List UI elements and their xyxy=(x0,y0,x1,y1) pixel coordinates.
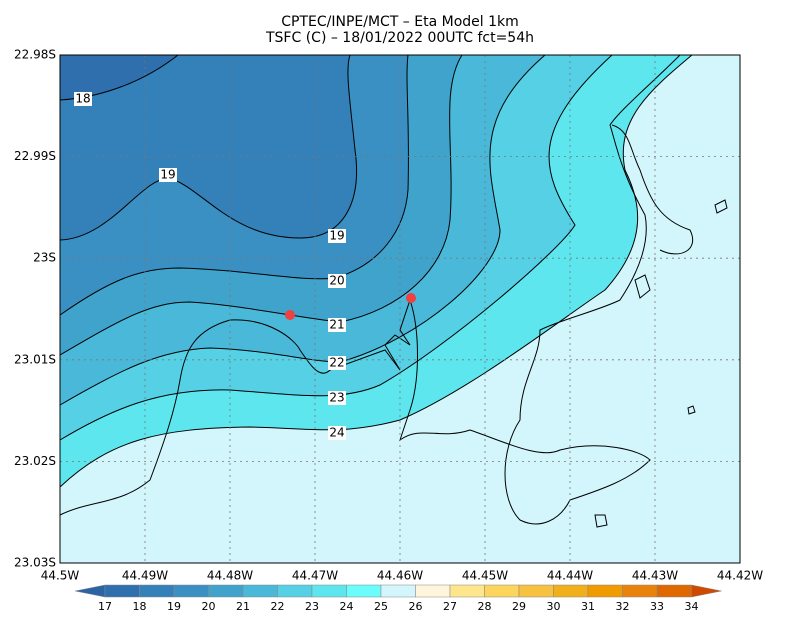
x-tick-label: 44.46W xyxy=(377,569,423,583)
contour-label: 19 xyxy=(329,229,344,243)
station-marker xyxy=(406,293,416,303)
contour-label: 21 xyxy=(329,318,344,332)
colorbar-swatch xyxy=(656,584,692,598)
colorbar-label: 28 xyxy=(478,600,492,613)
contour-label-bg xyxy=(328,274,346,288)
y-tick-label: 23.02S xyxy=(14,454,56,468)
title-line-1: CPTEC/INPE/MCT – Eta Model 1km xyxy=(281,14,519,30)
contour-label-bg xyxy=(328,229,346,243)
x-tick-label: 44.47W xyxy=(292,569,338,583)
contour-line xyxy=(59,54,546,406)
y-tick-label: 23.03S xyxy=(14,556,56,570)
contour-line xyxy=(59,54,693,488)
station-marker xyxy=(285,310,295,320)
contour-line xyxy=(59,54,179,101)
contour-label: 24 xyxy=(329,426,344,440)
contour-label: 23 xyxy=(329,391,344,405)
colorbar-label: 32 xyxy=(616,600,630,613)
colorbar-label: 30 xyxy=(547,600,561,613)
contour-label-bg xyxy=(328,356,346,370)
y-tick-label: 22.98S xyxy=(14,48,56,62)
colorbar-swatch xyxy=(415,584,451,598)
x-tick-label: 44.42W xyxy=(717,569,763,583)
colorbar-high xyxy=(691,584,722,598)
x-tick-label: 44.48W xyxy=(207,569,253,583)
x-tick-label: 44.45W xyxy=(462,569,508,583)
colorbar-label: 21 xyxy=(236,600,250,613)
y-tick-label: 22.99S xyxy=(14,149,56,163)
contour-label-bg xyxy=(328,426,346,440)
map-frame xyxy=(59,54,741,564)
colorbar-label: 18 xyxy=(133,600,147,613)
x-tick-label: 44.44W xyxy=(547,569,593,583)
colorbar-label: 23 xyxy=(305,600,319,613)
contour-label-bg xyxy=(328,391,346,405)
colorbar-swatch xyxy=(346,584,382,598)
colorbar-label: 34 xyxy=(685,600,699,613)
colorbar-swatch xyxy=(139,584,175,598)
colorbar-swatch xyxy=(311,584,347,598)
contour-label: 22 xyxy=(329,356,344,370)
colorbar-label: 26 xyxy=(409,600,423,613)
colorbar-label: 22 xyxy=(271,600,285,613)
colorbar-swatch xyxy=(553,584,589,598)
contour-line xyxy=(59,54,357,241)
x-tick-label: 44.49W xyxy=(122,569,168,583)
colorbar-swatch xyxy=(277,584,313,598)
title-line-2: TSFC (C) – 18/01/2022 00UTC fct=54h xyxy=(265,30,534,46)
colorbar-swatch xyxy=(622,584,658,598)
colorbar-label: 27 xyxy=(443,600,457,613)
colorbar-swatch xyxy=(518,584,554,598)
contour-label: 19 xyxy=(160,168,175,182)
colorbar-swatch xyxy=(449,584,485,598)
colorbar-swatch xyxy=(208,584,244,598)
colorbar-swatch xyxy=(104,584,140,598)
colorbar-label: 17 xyxy=(98,600,112,613)
contour-line xyxy=(59,54,613,441)
x-tick-label: 44.5W xyxy=(41,569,80,583)
contour-label-bg xyxy=(74,92,92,106)
colorbar-swatch xyxy=(380,584,416,598)
contour-label-bg xyxy=(159,168,177,182)
colorbar-low xyxy=(74,584,106,598)
contour-band xyxy=(60,55,740,563)
colorbar-label: 31 xyxy=(581,600,595,613)
contour-label: 20 xyxy=(329,274,344,288)
colorbar-swatch xyxy=(173,584,209,598)
colorbar-swatch xyxy=(587,584,623,598)
colorbar-label: 33 xyxy=(650,600,664,613)
colorbar-label: 25 xyxy=(374,600,388,613)
colorbar-label: 20 xyxy=(202,600,216,613)
contour-label-bg xyxy=(328,318,346,332)
coastline xyxy=(59,54,694,525)
colorbar: 17 18 19 20 21 22 23 24 25 26 27 28 29 30 31 32 33 34 xyxy=(74,584,722,613)
island xyxy=(594,199,728,528)
colorbar-label: 29 xyxy=(512,600,526,613)
y-tick-label: 23.01S xyxy=(14,352,56,366)
x-tick-label: 44.43W xyxy=(632,569,678,583)
y-tick-label: 23S xyxy=(33,251,56,265)
colorbar-swatch xyxy=(242,584,278,598)
colorbar-label: 24 xyxy=(340,600,354,613)
contour-label: 18 xyxy=(75,92,90,106)
colorbar-swatch xyxy=(484,584,520,598)
colorbar-label: 19 xyxy=(167,600,181,613)
